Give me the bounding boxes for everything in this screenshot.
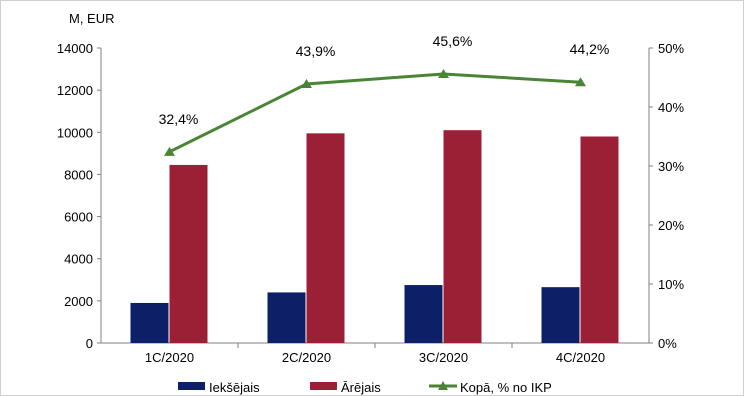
x-axis-tick-label: 2C/2020 bbox=[282, 350, 331, 365]
left-axis-tick-label: 14000 bbox=[57, 41, 93, 56]
bar-iekshejais bbox=[404, 285, 443, 343]
left-axis-tick-label: 8000 bbox=[64, 167, 93, 182]
data-label-kopa: 44,2% bbox=[570, 41, 610, 57]
right-axis-tick-label: 20% bbox=[658, 218, 684, 233]
line-point-kopa bbox=[301, 78, 312, 88]
line-point-kopa bbox=[164, 146, 175, 156]
data-label-kopa: 43,9% bbox=[296, 43, 336, 59]
plot-area: 0 2000 4000 6000 8000 10000 12000 14000 0% 10% 20%… bbox=[57, 33, 685, 365]
bar-arejais bbox=[443, 130, 482, 343]
left-axis-unit-label: M, EUR bbox=[69, 11, 115, 26]
legend-marker-kopa bbox=[438, 381, 448, 390]
right-axis-tick-label: 10% bbox=[658, 277, 684, 292]
x-axis-tick-label: 1C/2020 bbox=[145, 350, 194, 365]
legend-swatch-iekshejais bbox=[178, 382, 205, 390]
legend: Iekšējais Ārējais Kopā, % no IKP bbox=[178, 380, 552, 395]
left-axis-tick-label: 0 bbox=[86, 336, 93, 351]
data-label-kopa: 45,6% bbox=[433, 33, 473, 49]
line-point-kopa bbox=[575, 77, 586, 87]
left-axis-tick-label: 6000 bbox=[64, 210, 93, 225]
legend-label-arejais: Ārējais bbox=[341, 380, 381, 395]
bar-arejais bbox=[306, 133, 345, 343]
bar-arejais bbox=[580, 136, 619, 343]
legend-label-iekshejais: Iekšējais bbox=[209, 380, 260, 395]
bar-iekshejais bbox=[541, 287, 580, 343]
right-axis-tick-label: 0% bbox=[658, 336, 677, 351]
data-label-kopa: 32,4% bbox=[159, 111, 199, 127]
x-axis-tick-label: 3C/2020 bbox=[419, 350, 468, 365]
right-axis-tick-label: 40% bbox=[658, 100, 684, 115]
right-axis-tick-label: 50% bbox=[658, 41, 684, 56]
left-axis-tick-label: 2000 bbox=[64, 294, 93, 309]
bar-arejais bbox=[169, 164, 208, 343]
legend-label-kopa: Kopā, % no IKP bbox=[460, 380, 552, 395]
left-axis-tick-label: 10000 bbox=[57, 125, 93, 140]
legend-swatch-arejais bbox=[310, 382, 337, 390]
bar-iekshejais bbox=[130, 302, 169, 343]
right-axis-tick-label: 30% bbox=[658, 159, 684, 174]
left-axis-tick-label: 4000 bbox=[64, 252, 93, 267]
x-axis-tick-label: 4C/2020 bbox=[556, 350, 605, 365]
bar-iekshejais bbox=[267, 292, 306, 343]
line-point-kopa bbox=[438, 68, 449, 78]
line-kopa bbox=[168, 72, 581, 154]
left-axis-tick-label: 12000 bbox=[57, 83, 93, 98]
